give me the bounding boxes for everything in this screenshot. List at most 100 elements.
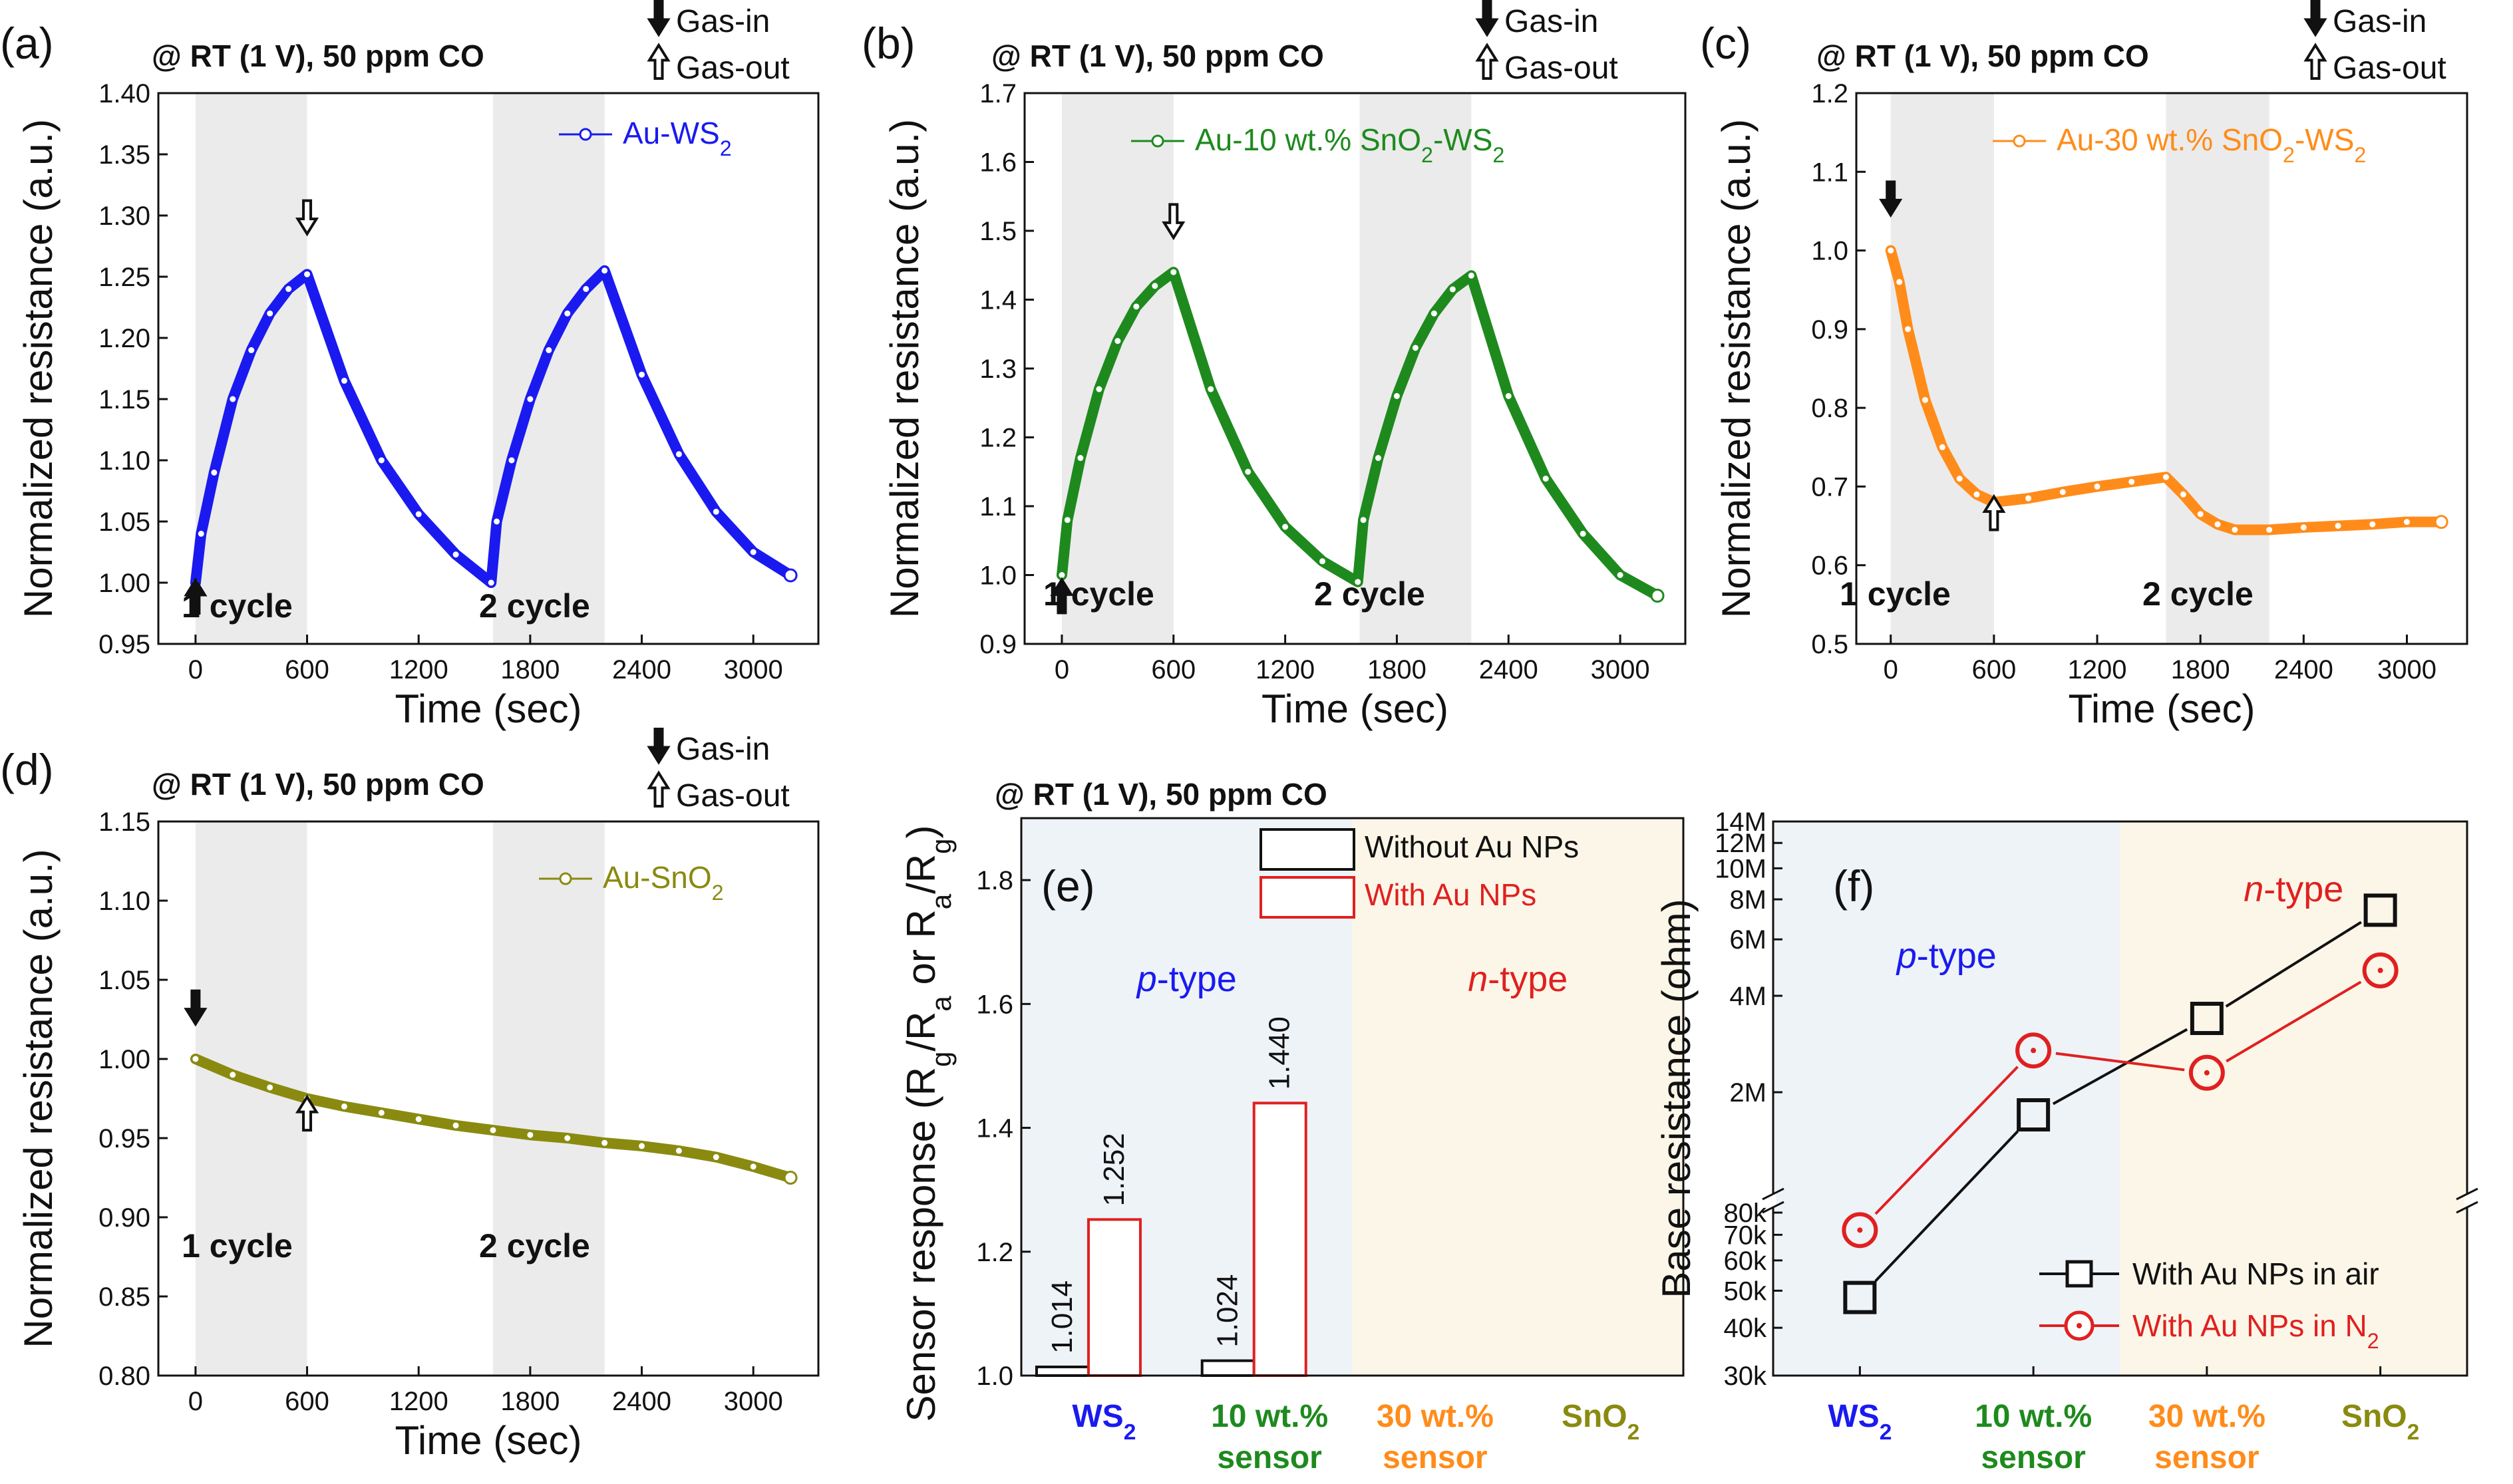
cycle-1-label: 1 cycle [1043, 575, 1154, 613]
x-tick-label-1: 600 [285, 655, 329, 684]
y-tick-label-6: 1.5 [979, 217, 1017, 246]
y-tick-label-lower-1: 40k [1724, 1314, 1767, 1343]
y-tick-label-lower-5: 80k [1724, 1199, 1767, 1228]
data-point-11 [2126, 476, 2137, 487]
data-point-20 [2367, 519, 2378, 529]
y-tick-label-7: 1.30 [98, 202, 150, 231]
legend-swatch-0 [1259, 828, 1355, 871]
legend-suffix: -WS [2295, 122, 2354, 157]
cycle-1-label: 1 cycle [182, 1227, 293, 1264]
y-tick-label-1: 1.0 [979, 561, 1017, 591]
panel-d-co-response-au-sno2: 0.80 0.85 0.90 0.95 1.00 1.05 1.10 1.15 0 600 1200… [0, 728, 820, 1463]
gas-in-label: Gas-in [676, 4, 770, 39]
y-title-part-7: g [925, 838, 957, 853]
data-point-18 [1447, 284, 1458, 295]
category-label-0: WS2 [1828, 1399, 1892, 1445]
data-point-19 [1466, 270, 1476, 281]
x-tick-label-4: 2400 [1479, 655, 1538, 684]
x-tick-label-0: 0 [188, 655, 203, 684]
category-line1: SnO [2341, 1399, 2407, 1434]
bar-0-0 [1035, 1365, 1090, 1377]
x-tick-label-3: 1800 [500, 1387, 560, 1416]
data-point-0 [1886, 245, 1896, 256]
category-subscript: 2 [1627, 1420, 1640, 1445]
y-tick-label-2: 0.90 [98, 1203, 150, 1233]
panel-a-co-response-au-ws2: 0.95 1.00 1.05 1.10 1.15 1.20 1.25 1.30 1.35 1.40… [0, 0, 820, 731]
y-title-part-0: Sensor response (R [899, 1067, 943, 1422]
data-point-3 [1920, 394, 1930, 405]
category-label-line2-2: sensor [2154, 1440, 2259, 1475]
data-point-0 [190, 1054, 201, 1064]
plot-frame [157, 820, 820, 1377]
category-label-2: 30 wt.% [2148, 1399, 2265, 1434]
gas-out-arrow-icon [647, 43, 671, 80]
legend-label-1: With Au NPs [1365, 877, 1536, 912]
series-1-marker-dot-1 [2031, 1048, 2037, 1054]
y-tick-label-0: 0.95 [98, 630, 150, 659]
category-subscript: 2 [1124, 1420, 1136, 1445]
y-tick-label-1: 1.00 [98, 569, 150, 598]
series-0-segment-1 [2052, 1028, 2188, 1106]
data-point-11 [1317, 556, 1328, 567]
y-tick-label-1: 0.6 [1811, 551, 1848, 581]
category-line1: 10 wt.% [1975, 1399, 2092, 1434]
category-label-1: 10 wt.% [1211, 1399, 1328, 1434]
y-tick-label-8: 1.35 [98, 140, 150, 170]
x-tick-label-2: 1200 [1256, 655, 1315, 684]
series-1-marker-0 [1842, 1212, 1878, 1249]
gas-in-arrow-icon [1475, 0, 1499, 37]
data-point-15 [1391, 390, 1402, 401]
panel-letter: (f) [1833, 861, 1874, 911]
series-1-marker-1 [2015, 1032, 2052, 1069]
gas-exposure-shade-2 [492, 93, 605, 644]
x-tick-label-5: 3000 [1591, 655, 1650, 684]
x-tick-label-0: 0 [1884, 655, 1898, 684]
gas-exposure-shade-1 [1061, 93, 1174, 644]
category-line1: WS [1072, 1399, 1123, 1434]
y-tick-label-2: 1.05 [98, 508, 150, 537]
p-type-label-italic: p [1896, 936, 1917, 976]
data-point-14 [506, 455, 517, 466]
legend-name-1: With Au NPs in N [2132, 1308, 2367, 1343]
p-type-label: p-type [1896, 936, 1997, 976]
y-tick-label-2: 1.1 [979, 492, 1017, 521]
y-axis-title: Normalized resistance (a.u.) [16, 849, 61, 1348]
gas-out-label: Gas-out [2333, 51, 2446, 86]
cycle-2-label: 2 cycle [2142, 575, 2254, 613]
y-title-part-1: g [925, 1052, 957, 1067]
y-tick-label-0: 0.5 [1811, 630, 1848, 659]
y-axis-title: Normalized resistance (a.u.) [882, 119, 927, 618]
category-label-line2-1: sensor [1217, 1440, 1321, 1475]
x-tick-label-3: 1800 [1367, 655, 1426, 684]
x-tick-label-4: 2400 [612, 655, 671, 684]
n-type-label: n-type [1468, 959, 1568, 999]
bar-value-label-0-0: 1.014 [1046, 1280, 1079, 1354]
data-point-14 [1373, 453, 1383, 464]
data-point-9 [376, 455, 387, 466]
category-label-1: 10 wt.% [1975, 1399, 2092, 1434]
y-tick-label-upper-6: 14M [1715, 808, 1766, 837]
x-tick-label-3: 1800 [2171, 655, 2230, 684]
condition-label: @ RT (1 V), 50 ppm CO [152, 39, 484, 73]
y-tick-label-1: 0.85 [98, 1282, 150, 1312]
y-tick-label-2: 1.4 [976, 1114, 1013, 1143]
data-point-7 [1168, 267, 1179, 277]
y-tick-label-7: 1.2 [1811, 79, 1848, 108]
gas-exposure-shade-2 [2166, 93, 2269, 644]
y-tick-label-upper-2: 6M [1729, 925, 1766, 955]
legend-marker [559, 872, 572, 885]
data-point-14 [2195, 509, 2206, 519]
data-point-20 [637, 369, 647, 380]
legend-label: Au-10 wt.% SnO2-WS2 [1195, 122, 1504, 167]
y-tick-label-lower-4: 70k [1724, 1221, 1767, 1250]
y-tick-label-4: 1.15 [98, 385, 150, 414]
p-type-label: p-type [1136, 959, 1237, 999]
series-0-segment-2 [2225, 921, 2362, 1008]
legend-subscript: 2 [2283, 143, 2295, 167]
y-tick-label-3: 1.10 [98, 446, 150, 476]
cycle-2-label: 2 cycle [479, 1227, 590, 1264]
y-tick-label-upper-3: 8M [1729, 885, 1766, 915]
category-label-3: SnO2 [2341, 1399, 2419, 1445]
axis-break-mark-right-1 [2456, 1187, 2478, 1201]
